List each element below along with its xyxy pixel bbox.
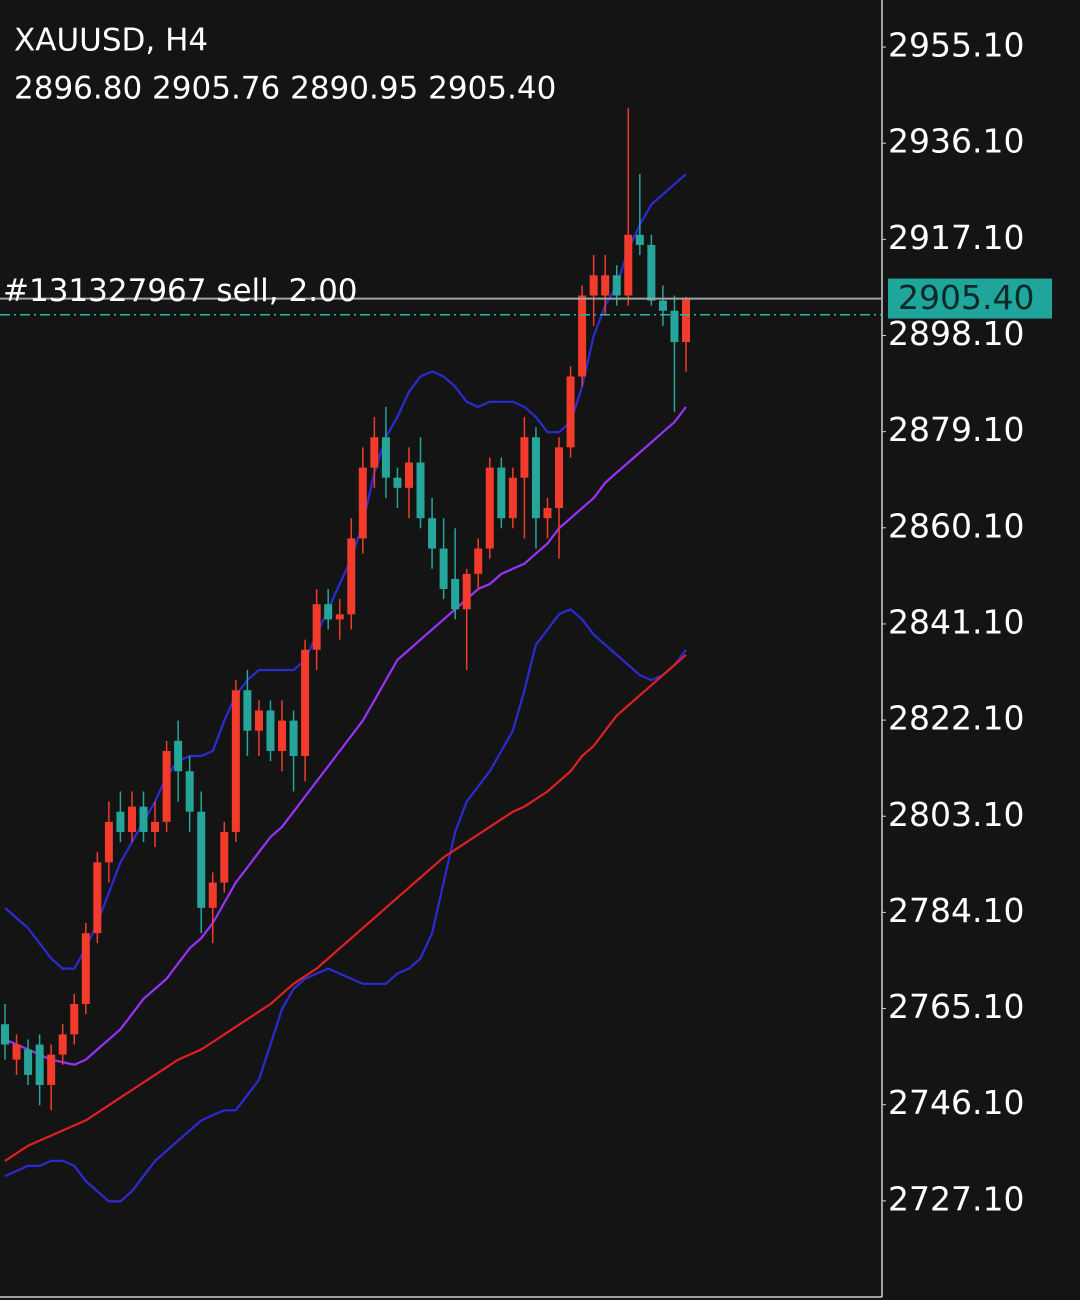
bid-label-box	[888, 278, 1052, 319]
candle-body	[220, 831, 229, 883]
candle-body	[566, 376, 575, 448]
candle-body	[381, 437, 390, 478]
candle-body	[485, 467, 494, 549]
candle-body	[12, 1044, 21, 1060]
candle-body	[231, 690, 240, 832]
y-tick-label: 2936.10	[888, 122, 1024, 161]
y-tick-label: 2955.10	[888, 26, 1024, 65]
candle-body	[589, 275, 598, 296]
candle-body	[555, 447, 564, 509]
candle-body	[520, 437, 529, 478]
candle-body	[174, 740, 183, 772]
candle-body	[324, 604, 333, 620]
bid-label: 2905.40	[898, 278, 1034, 317]
candle-body	[543, 508, 552, 519]
candle-body	[451, 578, 460, 610]
candle-body	[531, 437, 540, 519]
candle-body	[335, 614, 344, 620]
candle-body	[104, 821, 113, 863]
y-tick-label: 2803.10	[888, 795, 1024, 834]
indicator-line	[4, 653, 687, 1162]
candle-body	[35, 1044, 44, 1085]
y-tick-label: 2746.10	[888, 1083, 1024, 1122]
candle-body	[70, 1003, 79, 1035]
candle-body	[208, 882, 217, 908]
candle-body	[635, 234, 644, 245]
candle-body	[127, 806, 136, 832]
indicator-line	[4, 608, 687, 1203]
candle-body	[266, 710, 275, 751]
candle-body	[301, 649, 310, 757]
candle-body	[58, 1034, 67, 1055]
candle-body	[162, 750, 171, 822]
candle-body	[601, 275, 610, 296]
candle-body	[416, 462, 425, 519]
symbol: XAUUSD, H4	[14, 23, 208, 59]
candle-body	[658, 300, 667, 311]
y-tick-label: 2727.10	[888, 1179, 1024, 1218]
candle-body	[474, 548, 483, 574]
candle-body	[81, 933, 90, 1004]
candle-body	[278, 720, 287, 751]
candle-body	[404, 462, 413, 488]
candle-body	[439, 548, 448, 590]
candle-body	[1, 1024, 9, 1045]
candle-body	[197, 811, 206, 908]
candle-body	[370, 437, 379, 468]
candle-body	[312, 604, 321, 650]
candle-body	[624, 234, 633, 296]
candle-body	[462, 573, 471, 610]
candle-body	[151, 821, 160, 832]
plot	[1, 108, 690, 1203]
candle-body	[93, 862, 102, 934]
candle-body	[508, 477, 517, 519]
candle-body	[289, 720, 298, 757]
order-label: #131327967 sell, 2.00	[3, 273, 358, 309]
candle-body	[612, 275, 621, 296]
candle-body	[428, 518, 437, 549]
y-tick-label: 2822.10	[888, 699, 1024, 738]
candle-body	[578, 295, 587, 377]
candle-body	[243, 690, 252, 731]
candle-body	[393, 477, 402, 488]
y-tick-label: 2841.10	[888, 602, 1024, 641]
candle-body	[116, 811, 125, 832]
candle-body	[670, 310, 679, 343]
ohlc-readout: 2896.80 2905.76 2890.95 2905.40	[14, 71, 556, 107]
candle-body	[254, 710, 263, 731]
y-tick-label: 2898.10	[888, 314, 1024, 353]
y-tick-label: 2784.10	[888, 891, 1024, 930]
y-tick-label: 2765.10	[888, 987, 1024, 1026]
candle-body	[47, 1054, 56, 1085]
candle-body	[185, 771, 194, 812]
candle-body	[24, 1049, 33, 1075]
candle-body	[497, 467, 506, 519]
candle-body	[682, 298, 690, 343]
candle-body	[347, 538, 356, 615]
indicator-line	[4, 406, 687, 1066]
candle-body	[358, 467, 367, 539]
y-tick-label: 2879.10	[888, 410, 1024, 449]
y-tick-label: 2860.10	[888, 506, 1024, 545]
candle-body	[647, 244, 656, 301]
y-tick-label: 2917.10	[888, 218, 1024, 257]
candle-body	[139, 806, 148, 832]
